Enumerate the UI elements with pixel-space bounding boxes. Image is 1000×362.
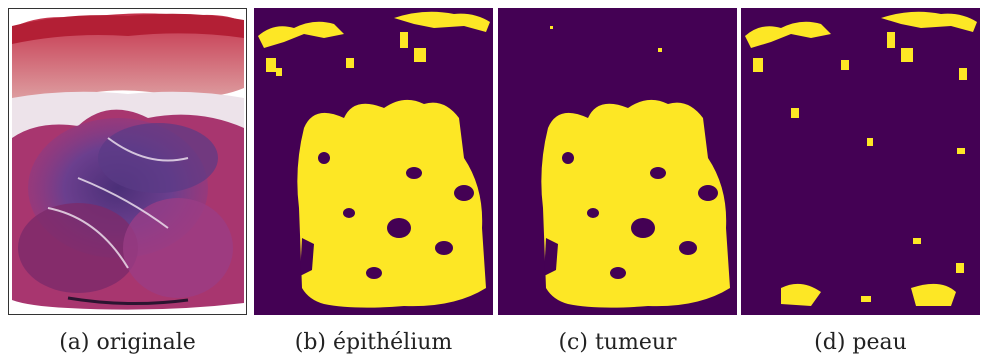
original-slide-image: [8, 8, 247, 315]
skin-mask: [741, 8, 980, 315]
caption-d-label: (d): [814, 330, 846, 355]
skin-mask-svg: [741, 8, 980, 315]
caption-a-text: originale: [96, 330, 196, 355]
caption-c: (c) tumeur: [498, 330, 737, 355]
caption-a-label: (a): [59, 330, 90, 355]
epithelium-mask: [254, 8, 493, 315]
caption-b-label: (b): [294, 330, 326, 355]
caption-a: (a) originale: [8, 330, 247, 355]
caption-b: (b) épithélium: [254, 330, 493, 355]
caption-b-text: épithélium: [332, 330, 453, 355]
histology-slide-svg: [8, 8, 247, 315]
tumor-mask: [498, 8, 737, 315]
tumor-mask-svg: [498, 8, 737, 315]
caption-c-text: tumeur: [594, 330, 677, 355]
caption-d: (d) peau: [741, 330, 980, 355]
caption-d-text: peau: [852, 330, 907, 355]
caption-c-label: (c): [558, 330, 588, 355]
epithelium-mask-svg: [254, 8, 493, 315]
